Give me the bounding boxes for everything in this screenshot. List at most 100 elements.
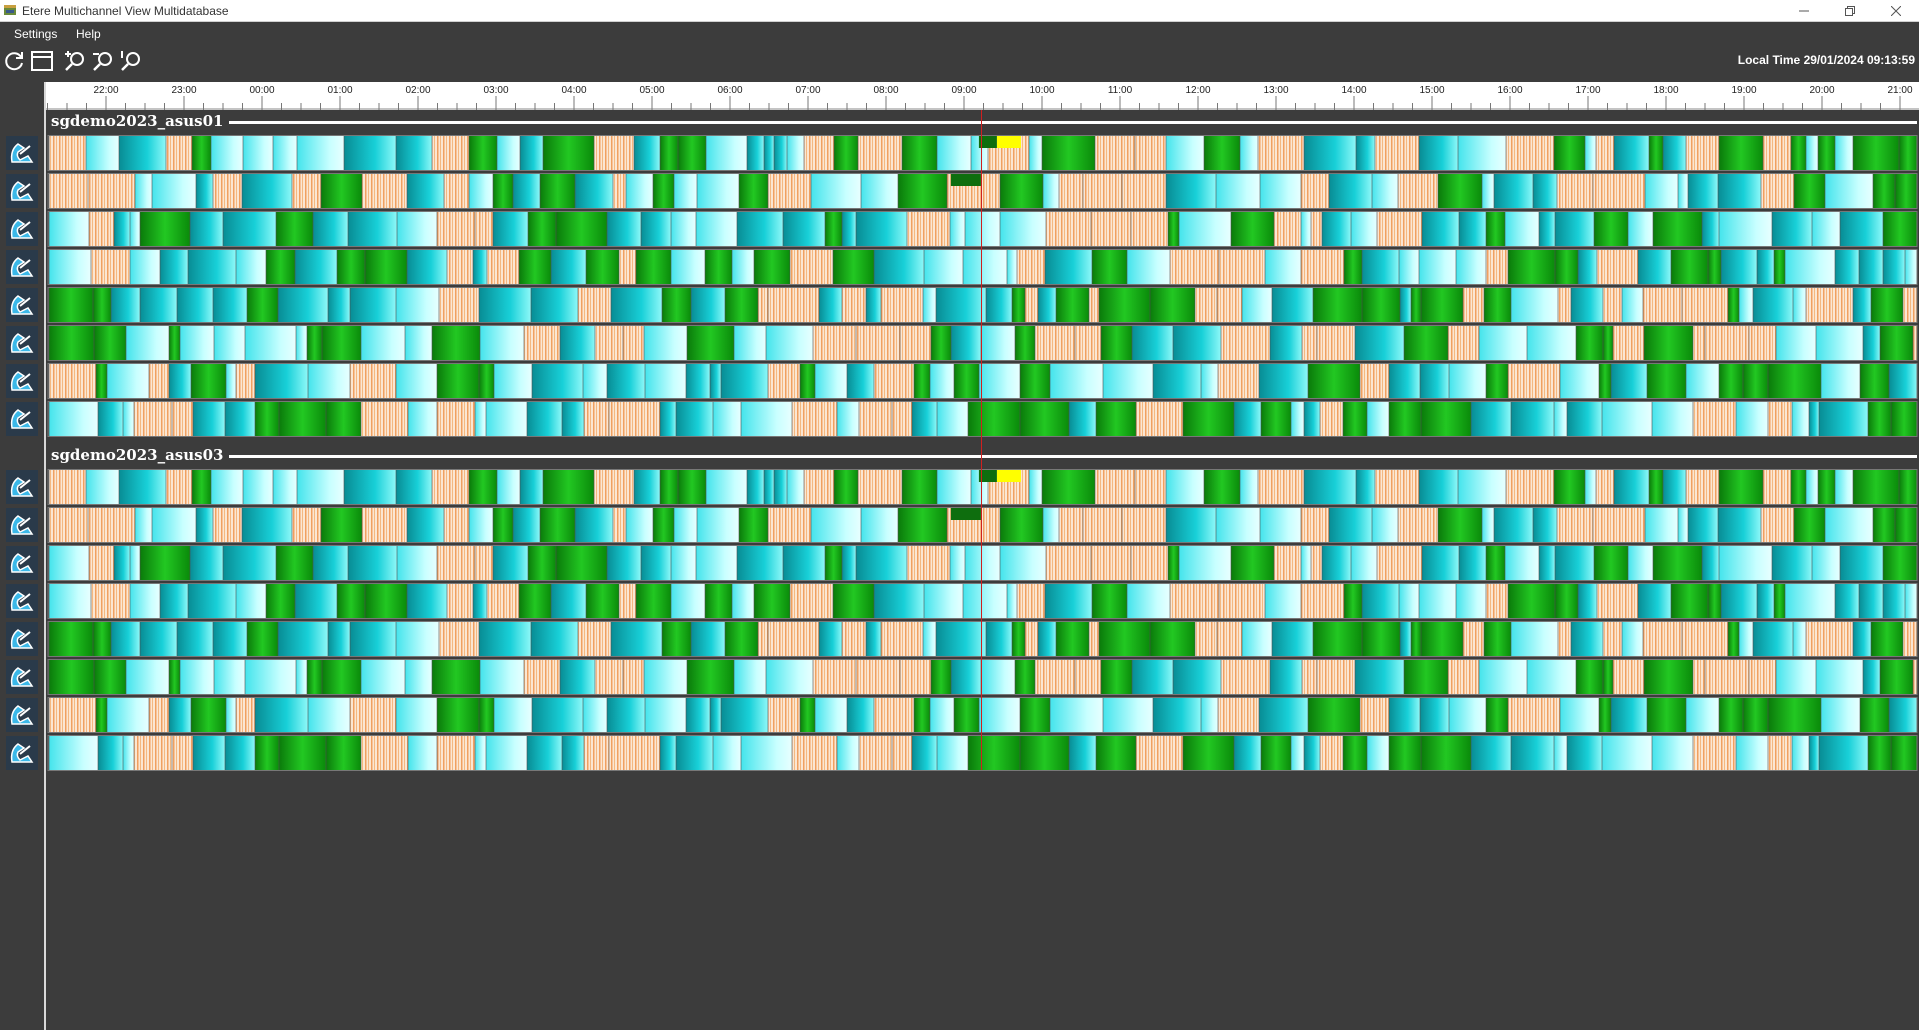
schedule-block[interactable] [834,470,858,504]
schedule-block[interactable] [1913,326,1917,360]
schedule-block[interactable] [660,136,678,170]
schedule-block[interactable] [407,508,444,542]
schedule-block[interactable] [1560,364,1599,398]
schedule-block[interactable] [1557,508,1593,542]
channel-logo-icon[interactable] [6,660,38,694]
schedule-block[interactable] [255,698,308,732]
schedule-block[interactable] [981,326,1015,360]
schedule-block[interactable] [1527,326,1576,360]
schedule-block[interactable] [609,736,660,770]
schedule-block[interactable] [1611,698,1647,732]
schedule-block[interactable] [397,212,437,246]
schedule-block[interactable] [1776,326,1816,360]
schedule-block[interactable] [213,622,247,656]
schedule-block[interactable] [706,470,747,504]
schedule-block[interactable] [607,546,641,580]
schedule-block[interactable] [486,736,527,770]
schedule-block[interactable] [266,584,295,618]
schedule-block[interactable] [169,660,180,694]
schedule-block[interactable] [140,622,177,656]
schedule-block[interactable] [444,174,469,208]
schedule-block[interactable] [783,546,825,580]
schedule-block[interactable] [1555,584,1578,618]
schedule-block[interactable] [527,736,562,770]
schedule-block[interactable] [1749,326,1776,360]
schedule-block[interactable] [236,584,266,618]
schedule-block[interactable] [1806,470,1818,504]
schedule-block[interactable] [804,470,834,504]
schedule-block[interactable] [1594,546,1628,580]
schedule-block[interactable] [191,364,226,398]
schedule-block[interactable] [856,212,907,246]
schedule-block[interactable] [1482,174,1494,208]
schedule-block[interactable] [130,250,160,284]
schedule-block[interactable] [874,250,924,284]
schedule-block[interactable] [177,622,213,656]
schedule-block[interactable] [437,546,475,580]
schedule-block[interactable] [1449,364,1486,398]
schedule-block[interactable] [396,364,437,398]
schedule-block[interactable] [859,402,892,436]
schedule-block[interactable] [1038,288,1056,322]
schedule-block[interactable] [968,402,1020,436]
schedule-block[interactable] [1486,250,1508,284]
schedule-block[interactable] [1270,326,1302,360]
schedule-block[interactable] [1421,736,1471,770]
channel-row[interactable] [47,401,1918,437]
schedule-block[interactable] [1375,470,1419,504]
schedule-block[interactable] [914,698,930,732]
schedule-block[interactable] [725,288,758,322]
schedule-block[interactable] [1343,402,1367,436]
channel-row[interactable] [47,363,1918,399]
channel-logo-icon[interactable] [6,364,38,398]
schedule-block[interactable] [583,364,607,398]
schedule-block[interactable] [1883,546,1917,580]
schedule-block[interactable] [1678,508,1688,542]
schedule-block[interactable] [1015,326,1035,360]
schedule-block[interactable] [408,402,437,436]
schedule-block[interactable] [49,584,91,618]
schedule-block[interactable] [706,136,747,170]
schedule-block[interactable] [1302,326,1317,360]
schedule-block[interactable] [594,136,634,170]
schedule-block[interactable] [1508,584,1555,618]
schedule-block[interactable] [1806,622,1853,656]
schedule-block[interactable] [1420,698,1449,732]
schedule-block[interactable] [676,402,713,436]
schedule-block[interactable] [111,288,140,322]
schedule-block[interactable] [1042,470,1095,504]
schedule-block[interactable] [1221,660,1270,694]
schedule-block[interactable] [140,288,177,322]
schedule-block[interactable] [1201,698,1218,732]
schedule-block[interactable] [480,660,524,694]
schedule-block[interactable] [1059,174,1083,208]
schedule-block[interactable] [768,174,811,208]
schedule-block[interactable] [1035,326,1075,360]
schedule-block[interactable] [292,508,321,542]
schedule-block[interactable] [1835,250,1859,284]
schedule-block[interactable] [344,136,396,170]
schedule-block[interactable] [1012,622,1025,656]
schedule-block[interactable] [1774,250,1785,284]
schedule-block[interactable] [1301,508,1329,542]
schedule-block[interactable] [1020,698,1050,732]
schedule-block[interactable] [1221,326,1270,360]
schedule-block[interactable] [328,622,350,656]
schedule-block[interactable] [494,698,532,732]
schedule-block[interactable] [560,326,595,360]
schedule-block[interactable] [1818,470,1835,504]
schedule-block[interactable] [1258,136,1304,170]
schedule-block[interactable] [1539,546,1555,580]
schedule-block[interactable] [49,326,94,360]
schedule-block[interactable] [1131,546,1168,580]
schedule-block[interactable] [1899,136,1917,170]
schedule-block[interactable] [226,698,236,732]
schedule-block[interactable] [437,698,479,732]
channel-row[interactable] [47,697,1918,733]
schedule-block[interactable] [1099,622,1150,656]
schedule-block[interactable] [397,546,437,580]
schedule-block[interactable] [531,622,578,656]
schedule-block[interactable] [713,402,741,436]
schedule-block[interactable] [1718,508,1761,542]
schedule-block[interactable] [1622,288,1643,322]
